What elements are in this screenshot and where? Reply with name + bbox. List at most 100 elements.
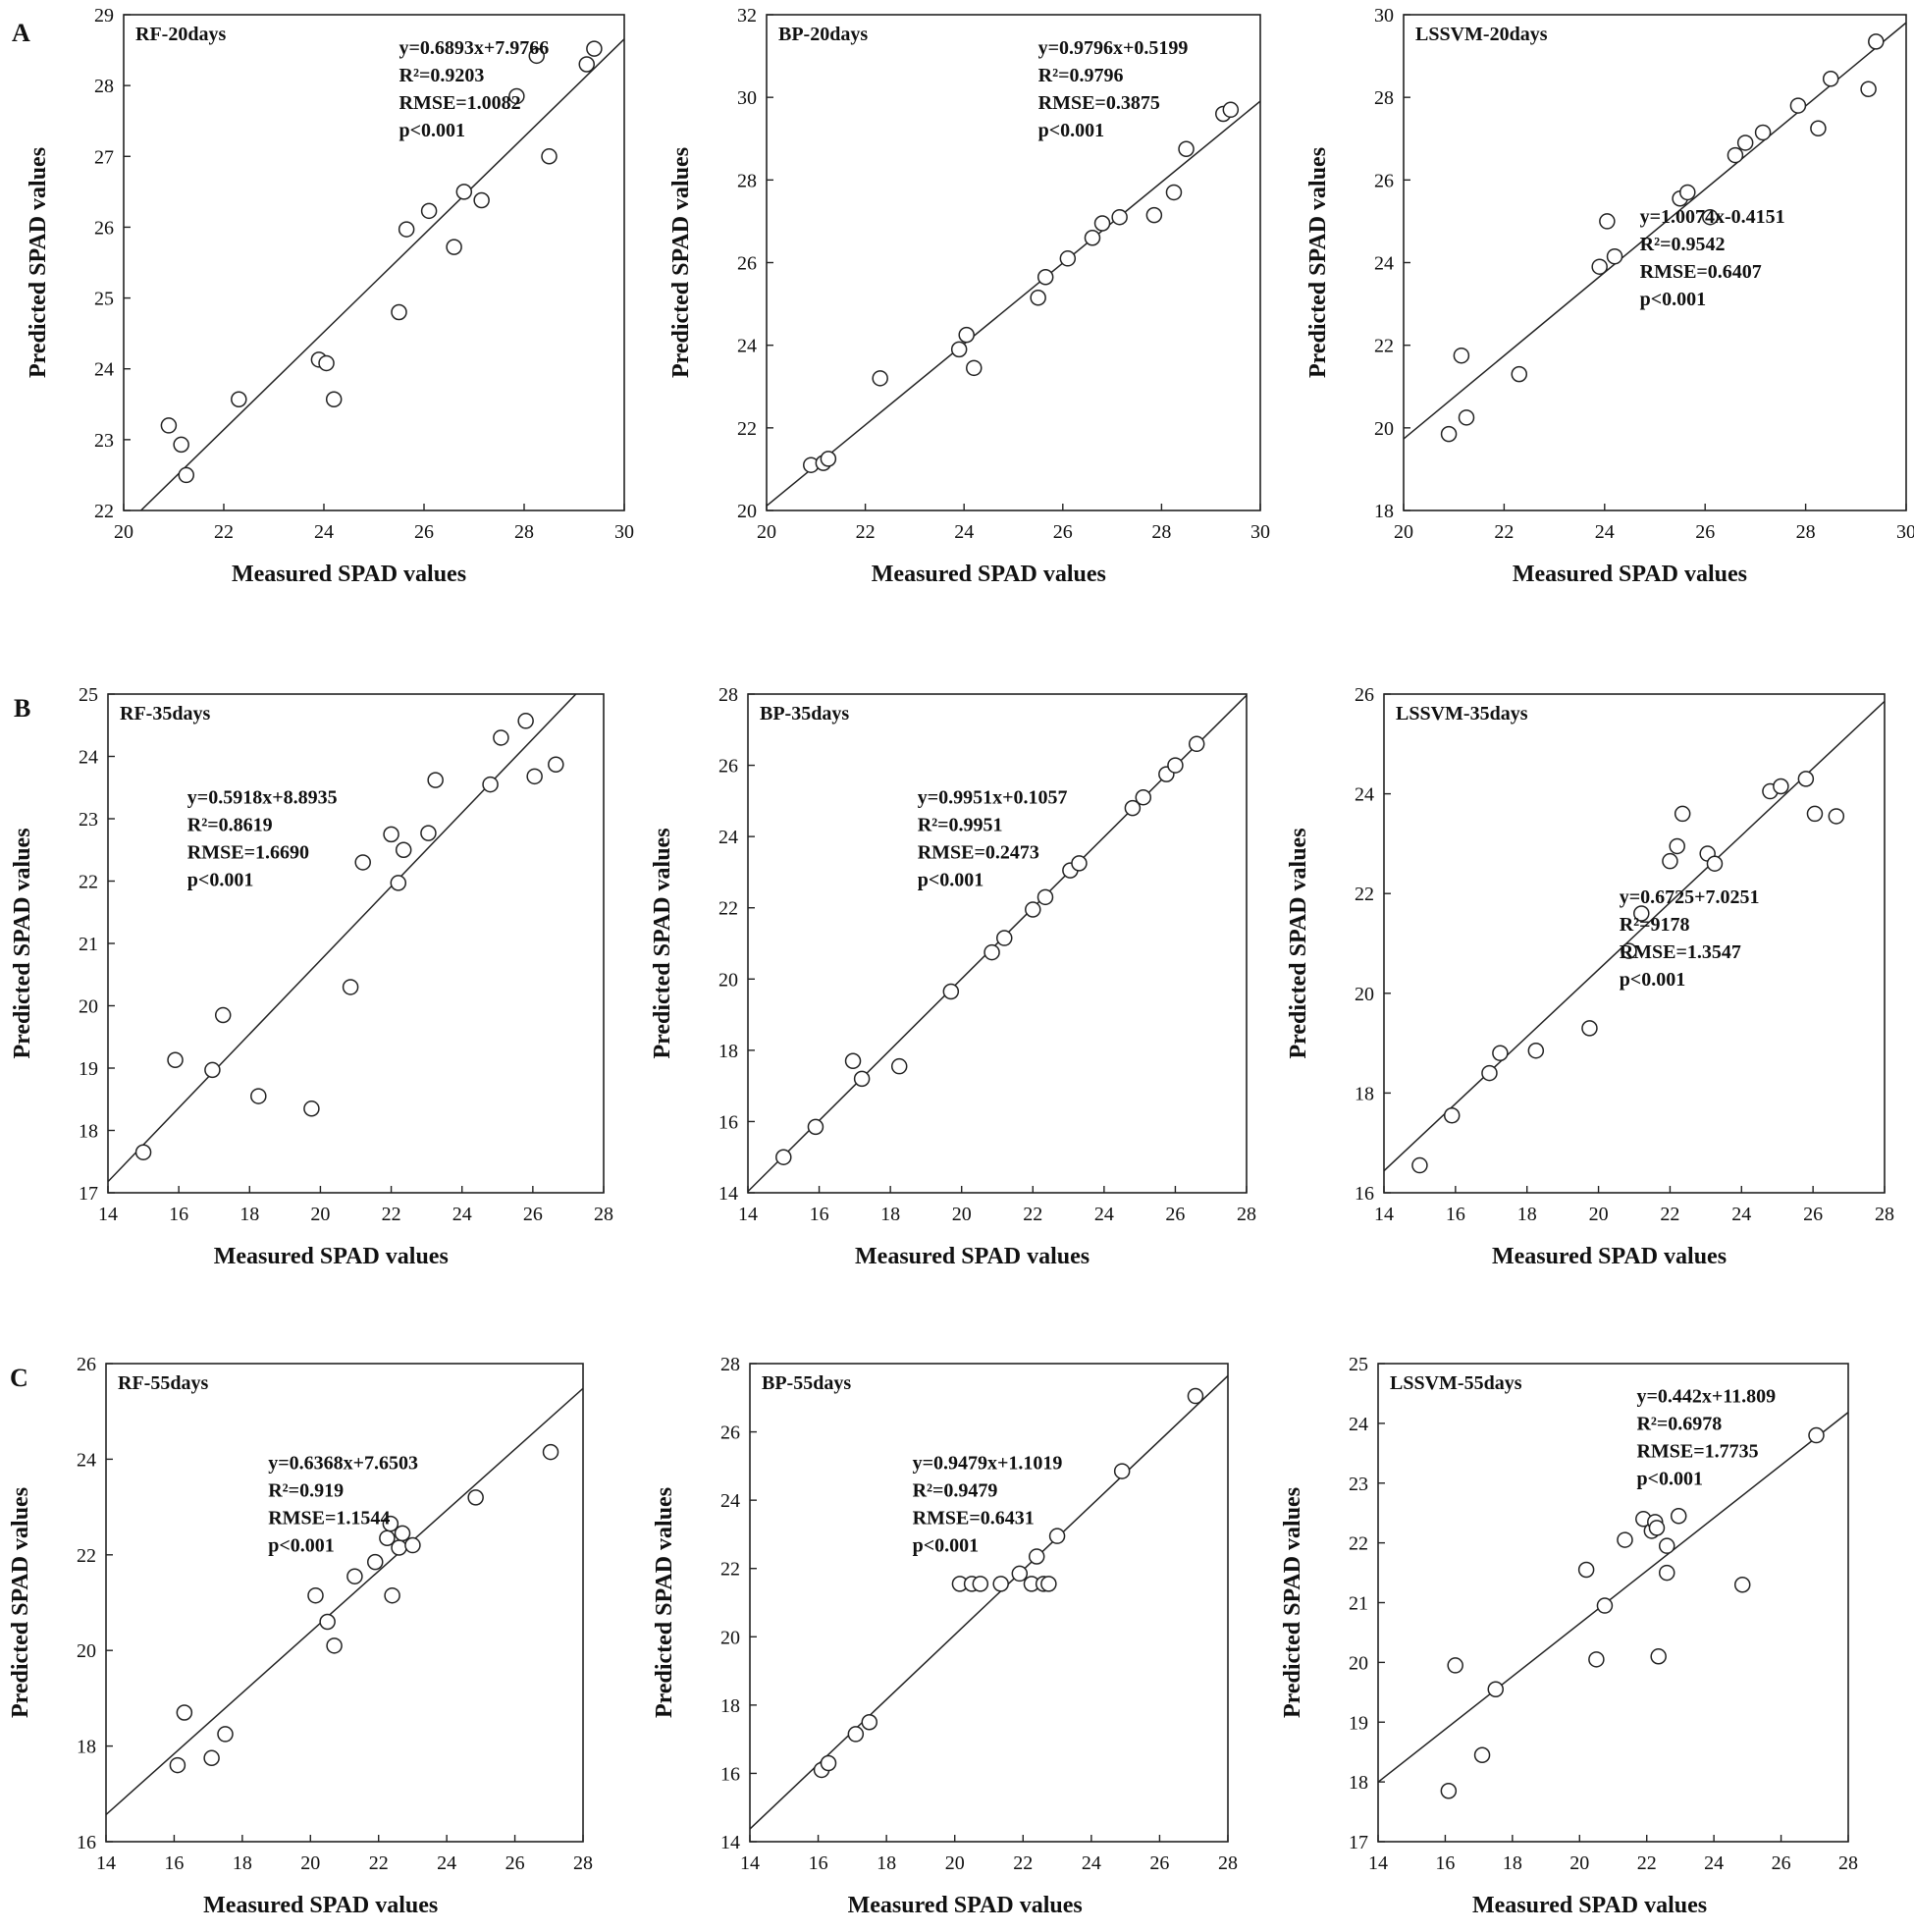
data-point: [404, 1536, 421, 1554]
data-point: [820, 451, 837, 467]
y-tick-label: 25: [79, 684, 98, 706]
regression-equation: y=0.442x+11.809: [1636, 1385, 1776, 1407]
y-tick-label: 20: [720, 1627, 740, 1648]
data-point: [214, 1006, 232, 1024]
regression-equation: y=1.0074x-0.4151: [1640, 206, 1785, 228]
regression-equation: y=0.9796x+0.5199: [1038, 37, 1189, 59]
fit-statistic: R²=0.9951: [918, 814, 1003, 835]
data-point: [548, 756, 564, 774]
x-tick-label: 18: [1503, 1852, 1522, 1874]
x-tick-label: 30: [1896, 521, 1914, 543]
data-point: [390, 875, 407, 891]
data-point: [383, 826, 399, 843]
y-tick-label: 18: [77, 1737, 96, 1758]
panel-title: RF-55days: [118, 1372, 208, 1394]
x-tick-label: 24: [1094, 1204, 1114, 1225]
fit-statistic: RMSE=0.6407: [1640, 261, 1762, 283]
y-tick-label: 28: [737, 170, 757, 191]
y-tick-label: 26: [94, 217, 114, 239]
row-letter: B: [14, 694, 30, 723]
x-axis-title: Measured SPAD values: [872, 562, 1106, 587]
fit-statistic: p<0.001: [187, 869, 254, 890]
data-point: [204, 1061, 221, 1079]
y-tick-label: 17: [79, 1183, 98, 1205]
plot-frame: [107, 693, 605, 1194]
y-tick-label: 18: [79, 1121, 98, 1143]
data-point: [178, 466, 194, 484]
data-point: [1808, 1426, 1825, 1444]
data-point: [326, 1637, 343, 1654]
fit-statistic: p<0.001: [1640, 289, 1707, 310]
plot-frame: [123, 14, 625, 511]
data-point: [134, 1144, 152, 1160]
data-point: [342, 979, 359, 995]
data-point: [394, 1525, 411, 1542]
data-point: [1084, 230, 1101, 246]
fit-statistic: p<0.001: [1038, 120, 1105, 141]
y-tick-label: 14: [720, 1832, 740, 1853]
data-point: [1222, 101, 1240, 119]
data-point: [526, 768, 543, 785]
x-tick-label: 24: [1082, 1852, 1101, 1874]
data-point: [1789, 97, 1807, 114]
y-tick-label: 18: [1374, 501, 1394, 522]
data-point: [861, 1714, 877, 1731]
y-tick-label: 21: [1349, 1593, 1368, 1615]
panel-title: LSSVM-20days: [1415, 24, 1548, 45]
fit-statistic: RMSE=1.3547: [1620, 941, 1741, 963]
row-letter: A: [12, 19, 30, 47]
x-tick-label: 22: [1023, 1204, 1042, 1225]
x-tick-label: 22: [369, 1852, 389, 1874]
y-axis-title: Predicted SPAD values: [668, 147, 694, 378]
y-tick-label: 18: [720, 1695, 740, 1717]
data-point: [1727, 146, 1744, 164]
data-point: [176, 1704, 193, 1721]
data-point: [984, 943, 1000, 961]
regression-equation: y=0.9951x+0.1057: [918, 786, 1068, 808]
x-tick-label: 16: [1446, 1204, 1465, 1225]
x-tick-label: 16: [1435, 1852, 1455, 1874]
data-point: [1658, 1564, 1675, 1582]
data-point: [467, 1489, 484, 1506]
data-point: [303, 1100, 320, 1117]
x-tick-label: 20: [114, 521, 133, 543]
data-point: [173, 436, 189, 454]
x-tick-label: 20: [1394, 521, 1413, 543]
y-tick-label: 24: [77, 1449, 96, 1471]
fit-statistic: R²=0.9203: [399, 65, 485, 86]
x-axis-title: Measured SPAD values: [855, 1244, 1090, 1269]
data-point: [1773, 778, 1789, 795]
y-tick-label: 22: [1355, 884, 1374, 905]
x-tick-label: 28: [573, 1852, 593, 1874]
data-point: [942, 983, 960, 1000]
x-tick-label: 28: [514, 521, 534, 543]
regression-line: [750, 1374, 1228, 1830]
y-tick-label: 20: [737, 501, 757, 522]
data-point: [250, 1088, 267, 1104]
data-point: [1440, 1783, 1458, 1799]
data-point: [1806, 805, 1824, 823]
regression-line: [139, 38, 624, 510]
y-axis-title: Predicted SPAD values: [1286, 828, 1311, 1058]
data-point: [318, 354, 335, 372]
data-point: [1473, 1746, 1491, 1763]
data-point: [366, 1553, 384, 1571]
data-point: [1621, 942, 1637, 959]
data-point: [1860, 80, 1877, 97]
regression-line: [767, 100, 1260, 507]
x-tick-label: 24: [1704, 1852, 1724, 1874]
fit-statistic: R²=0.9479: [913, 1480, 998, 1502]
fit-statistic: p<0.001: [1620, 969, 1686, 991]
fit-statistic: p<0.001: [913, 1535, 980, 1557]
y-tick-label: 24: [737, 336, 757, 357]
y-tick-label: 20: [718, 969, 738, 991]
x-tick-label: 28: [1237, 1204, 1256, 1225]
y-tick-label: 22: [1374, 336, 1394, 357]
data-point: [1124, 799, 1142, 817]
x-tick-label: 20: [300, 1852, 320, 1874]
y-tick-label: 20: [77, 1640, 96, 1662]
data-point: [395, 841, 412, 858]
data-point: [1093, 215, 1111, 232]
